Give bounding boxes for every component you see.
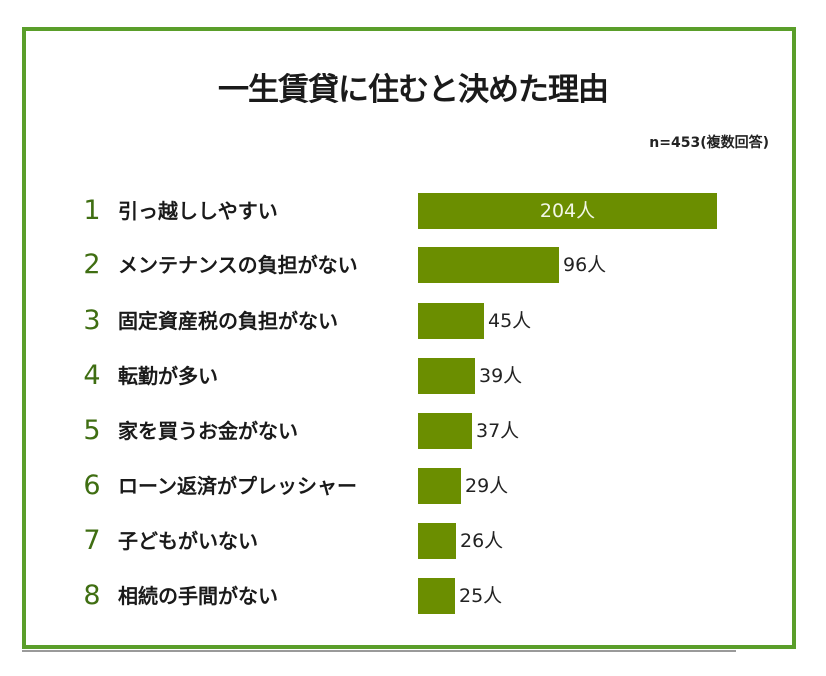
bar-row: 2 メンテナンスの負担がない 96人	[0, 245, 826, 285]
rank-number: 5	[83, 415, 101, 446]
bar	[418, 247, 559, 283]
rank-number: 1	[83, 195, 101, 226]
rank-number: 4	[83, 360, 101, 391]
bottom-rule	[22, 650, 736, 652]
bar	[418, 193, 717, 229]
chart-title: 一生賃貸に住むと決めた理由	[218, 72, 609, 108]
rank-number: 3	[83, 305, 101, 336]
bar-row: 5 家を買うお金がない 37人	[0, 411, 826, 451]
value-label: 39人	[479, 365, 523, 387]
bar-row: 8 相続の手間がない 25人	[0, 576, 826, 616]
value-label: 204人	[539, 200, 596, 222]
bar	[418, 523, 456, 559]
category-label: 相続の手間がない	[118, 584, 278, 608]
value-label: 26人	[460, 530, 504, 552]
category-label: 子どもがいない	[118, 529, 258, 553]
rank-number: 8	[83, 580, 101, 611]
bar	[418, 468, 461, 504]
category-label: 転勤が多い	[118, 364, 218, 388]
bar-row: 7 子どもがいない 26人	[0, 521, 826, 561]
rank-number: 6	[83, 470, 101, 501]
bar	[418, 413, 472, 449]
value-label: 96人	[563, 254, 607, 276]
bar	[418, 358, 475, 394]
chart-frame	[22, 27, 796, 649]
value-label: 45人	[488, 310, 532, 332]
category-label: 家を買うお金がない	[118, 419, 298, 443]
bar	[418, 303, 484, 339]
bar-row: 3 固定資産税の負担がない 45人	[0, 301, 826, 341]
rank-number: 2	[83, 249, 101, 280]
value-label: 25人	[459, 585, 503, 607]
bar-row: 4 転勤が多い 39人	[0, 356, 826, 396]
category-label: 固定資産税の負担がない	[118, 309, 338, 333]
sample-note: n=453(複数回答)	[649, 135, 769, 151]
category-label: メンテナンスの負担がない	[118, 253, 358, 277]
bar	[418, 578, 455, 614]
category-label: 引っ越ししやすい	[118, 199, 278, 223]
bar-row: 1 引っ越ししやすい 204人	[0, 191, 826, 231]
rank-number: 7	[83, 525, 101, 556]
value-label: 29人	[465, 475, 509, 497]
value-label: 37人	[476, 420, 520, 442]
category-label: ローン返済がプレッシャー	[118, 474, 357, 498]
bar-row: 6 ローン返済がプレッシャー 29人	[0, 466, 826, 506]
